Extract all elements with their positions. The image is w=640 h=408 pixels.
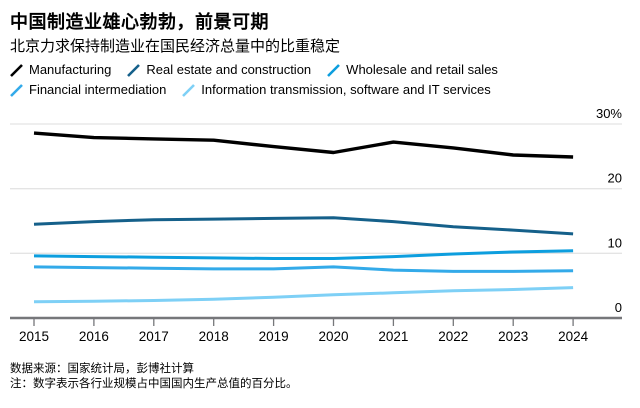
x-axis-label: 2023 [498,329,528,344]
series-line-wholesale-and [33,249,574,260]
x-axis-label: 2022 [438,329,468,344]
x-axis-label: 2020 [318,329,348,344]
series-line-real-estate [33,216,574,236]
legend-item: Financial intermediation [10,81,166,99]
x-axis-label: 2016 [79,329,109,344]
series-line-information-transmission [33,286,574,304]
legend-item-label: Information transmission, software and I… [201,82,491,97]
x-axis-label: 2019 [259,329,289,344]
footer: 数据来源：国家统计局，彭博社计算 注：数字表示各行业规模占中国国内生产总值的百分… [10,362,298,392]
y-axis-label: 20 [608,171,622,186]
y-axis-label: 0 [615,300,622,315]
source-note: 数据来源：国家统计局，彭博社计算 [10,363,194,375]
y-axis-label: 10 [608,235,622,250]
page-subtitle: 北京力求保持制造业在国民经济总量中的比重稳定 [10,38,341,55]
legend-item: Manufacturing [10,61,111,79]
legend-line-icon [182,83,196,97]
legend-item-label: Real estate and construction [146,62,312,77]
legend-item: Information transmission, software and I… [182,81,491,99]
x-axis-label: 2015 [19,329,49,344]
legend-item: Real estate and construction [127,61,311,79]
page-title: 中国制造业雄心勃勃，前景可期 [10,12,269,32]
legend-item: Wholesale and retail sales [327,61,498,79]
footnote: 注：数字表示各行业规模占中国国内生产总值的百分比。 [10,378,298,390]
legend-line-icon [327,63,341,77]
legend-line-icon [127,63,141,77]
x-axis-label: 2021 [378,329,408,344]
chart-svg: 30% 20 10 0 2015 2016 2017 2018 2019 2020 2021 2022… [10,106,622,344]
series-line-manufacturing [33,131,574,159]
x-axis-label: 2017 [139,329,169,344]
legend-line-icon [10,83,23,97]
legend-item-label: Wholesale and retail sales [346,62,498,77]
legend-line-icon [10,63,23,77]
x-axis-label: 2018 [199,329,229,344]
legend-item-label: Financial intermediation [29,82,167,97]
series-line-financial-intermediation [33,265,574,273]
x-axis-label: 2024 [558,329,589,344]
legend-item-label: Manufacturing [29,62,112,77]
y-axis-label: 30% [596,106,622,121]
legend: Manufacturing Real estate and constructio… [10,61,624,99]
